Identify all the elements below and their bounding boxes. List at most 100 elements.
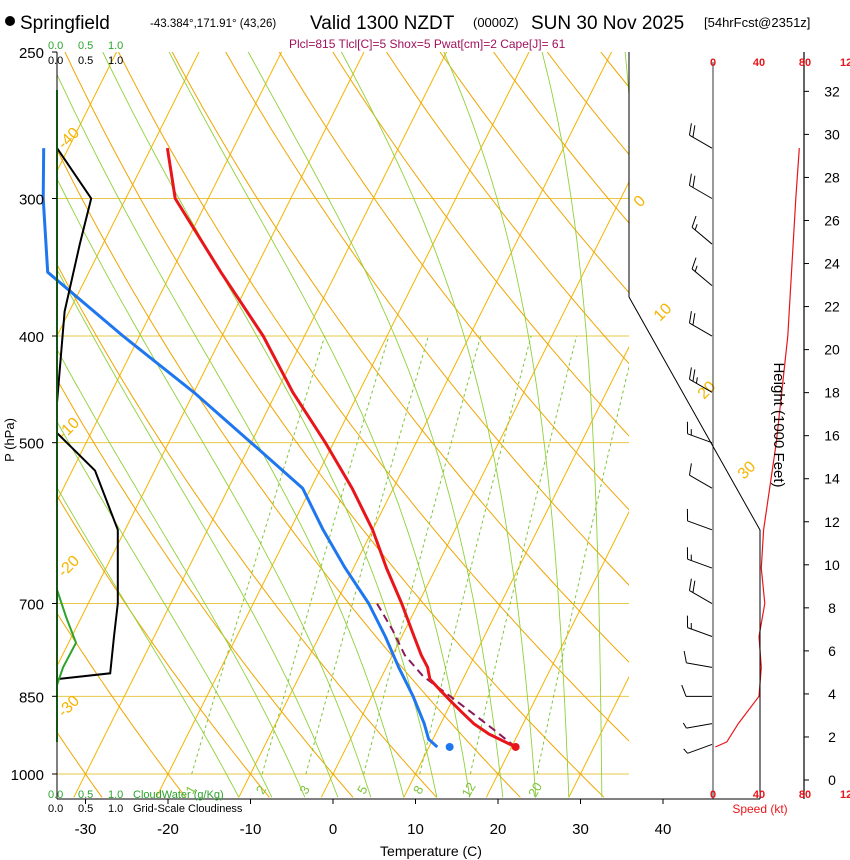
- dry-adiabat-40: [117, 52, 629, 742]
- moist-adiabat-14: [102, 52, 438, 798]
- mixing-ratio-label-3: 3: [296, 783, 313, 797]
- wind-barb: [683, 650, 713, 668]
- speed-tick-0-top: 0: [710, 57, 716, 69]
- isotherm-lines: [0, 5, 850, 798]
- moist-adiabat-6: [57, 177, 372, 798]
- wind-speed-profile-line: [715, 148, 800, 748]
- wind-barb: [686, 508, 713, 531]
- wind-barb-staff: [689, 134, 713, 149]
- dry-adiabat-150: [668, 5, 850, 798]
- isotherm--80: [0, 5, 58, 798]
- x-tick-label--20: -20: [157, 821, 179, 838]
- moist-adiabat-2: [57, 268, 339, 798]
- moist-adiabat--10: [57, 486, 240, 798]
- valid-time: Valid 1300 NZDT: [310, 13, 455, 34]
- wind-barb: [686, 615, 713, 637]
- moist-adiabat-18: [168, 52, 471, 798]
- speed-tick-3: 12: [840, 789, 850, 801]
- isobar-lines: [57, 198, 629, 775]
- wind-barb-staff: [689, 590, 713, 604]
- moist-adiabat-10: [57, 73, 405, 798]
- dry-adiabat-50: [171, 52, 629, 663]
- cloud-water-profile-line: [56, 589, 78, 686]
- height-tick-label-2: 2: [828, 729, 836, 745]
- isotherm-label--20: -20: [55, 552, 83, 580]
- moist-adiabat-34: [541, 52, 603, 798]
- axes: -30 -20 -10 0 10 20 30 402503004005007008501000…: [11, 45, 840, 838]
- speed-tick-2: 80: [799, 789, 811, 801]
- speed-tick-0: 0: [710, 789, 716, 801]
- moist-adiabat--2: [57, 348, 306, 798]
- wind-barb-half-feather: [695, 377, 698, 384]
- cloudiness-tick-1: 0.5: [78, 803, 93, 815]
- wind-barb-feather: [692, 369, 696, 382]
- dry-adiabat--20: [57, 612, 187, 798]
- height-tick-label-30: 30: [824, 126, 840, 142]
- wind-barb-feather: [692, 580, 696, 593]
- moist-adiabat-30: [443, 52, 570, 798]
- isotherm-label-0: 0: [631, 192, 649, 210]
- mixing-ratio-label-5: 5: [354, 783, 371, 797]
- wind-barb-feather: [688, 123, 692, 136]
- isotherm--20: [155, 52, 530, 798]
- mixing-ratio-2: [261, 335, 390, 775]
- wind-barb-staff: [689, 185, 713, 199]
- dry-adiabat--40: [0, 5, 18, 798]
- wind-barb-feather: [692, 175, 696, 188]
- height-axis-title: Height (1000 Feet): [770, 362, 787, 487]
- surface-temperature-dot: [511, 742, 520, 751]
- isotherm--30: [73, 52, 448, 798]
- dry-adiabat-20: [57, 148, 521, 798]
- dry-adiabat-100: [439, 52, 629, 294]
- wind-barb: [688, 173, 713, 199]
- isotherm-label-30: 30: [735, 458, 760, 483]
- wind-barb-feather: [691, 215, 697, 228]
- isotherm-label--40: -40: [55, 124, 83, 152]
- wind-barb: [686, 421, 713, 444]
- x-tick-label--10: -10: [240, 821, 262, 838]
- moist-adiabat-22: [247, 52, 504, 798]
- isotherm--60: [57, 52, 200, 338]
- dry-adiabat-10: [57, 263, 437, 798]
- cloudwater-label: CloudWater (g/Kg): [133, 789, 224, 801]
- wind-barb-feather: [688, 367, 692, 380]
- wind-barb-staff: [687, 520, 713, 531]
- profiles: [41, 147, 520, 751]
- y-axis-title: P (hPa): [2, 418, 17, 462]
- isotherm--10: [238, 52, 613, 798]
- height-tick-label-6: 6: [828, 643, 836, 659]
- stability-indices: Plcl=815 Tlcl[C]=5 Shox=5 Pwat[cm]=2 Cap…: [289, 37, 566, 51]
- cloudwater-tick-1-top: 0.5: [78, 40, 93, 52]
- wind-barb-staff: [689, 322, 713, 337]
- cloudiness-tick-2-top: 1.0: [108, 55, 123, 67]
- wind-barb-feather: [688, 173, 692, 186]
- dewpoint-profile-line: [41, 148, 439, 749]
- wind-barb: [683, 743, 713, 754]
- dry-adiabat-90: [385, 52, 629, 365]
- wind-barb-feather: [681, 684, 687, 697]
- wind-barb-staff: [687, 743, 713, 754]
- wind-barb-feather: [683, 650, 687, 663]
- speed-tick-1: 40: [753, 789, 765, 801]
- wind-barb-staff: [689, 474, 713, 489]
- wind-barb: [688, 578, 713, 604]
- dry-adiabat-0: [57, 378, 354, 798]
- isotherm-50: [734, 5, 850, 798]
- station-name: Springfield: [20, 13, 110, 34]
- dry-adiabat-lines: [0, 5, 850, 798]
- x-tick-label-20: 20: [490, 821, 507, 838]
- station-coords: -43.384°,171.91° (43,26): [150, 18, 276, 30]
- mixing-ratio-20: [536, 364, 629, 775]
- height-tick-label-8: 8: [828, 600, 836, 616]
- x-tick-label-10: 10: [407, 821, 424, 838]
- temperature-profile-line: [165, 147, 517, 749]
- height-tick-label-16: 16: [824, 428, 840, 444]
- moist-adiabat-26: [340, 52, 537, 798]
- wind-barb-half-feather: [682, 722, 687, 729]
- dry-adiabat-60: [225, 52, 629, 586]
- wind-barb-staff: [686, 723, 713, 729]
- wind-barb-staff: [687, 627, 713, 637]
- wind-barb-feather: [688, 578, 692, 591]
- wind-barb-staff: [689, 378, 713, 393]
